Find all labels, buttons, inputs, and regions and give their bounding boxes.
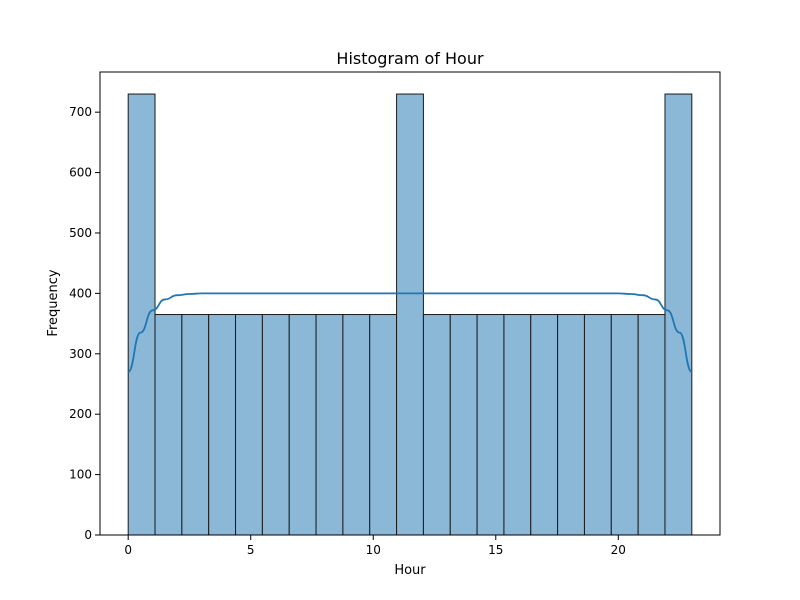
x-axis-ticks: 0 5 10 15 20	[124, 535, 626, 557]
y-axis-ticks: 0 100 200 300 400 500 600 700	[69, 105, 100, 542]
histogram-bar	[503, 314, 532, 536]
x-tick-label: 10	[366, 543, 381, 557]
chart-title: Histogram of Hour	[336, 49, 484, 68]
histogram-bar	[342, 314, 371, 536]
y-tick-label: 400	[69, 286, 92, 300]
histogram-bar	[476, 314, 505, 536]
histogram-bar	[530, 314, 559, 536]
x-tick-label: 5	[247, 543, 255, 557]
y-axis-label: Frequency	[46, 269, 61, 336]
histogram-bar	[235, 314, 263, 536]
histogram-bar	[315, 314, 344, 536]
histogram-bar	[396, 93, 424, 536]
histogram-bar	[154, 314, 183, 536]
histogram-bar	[127, 93, 156, 536]
y-tick-label: 200	[69, 407, 92, 421]
histogram-bar	[449, 314, 478, 536]
histogram-bar	[422, 314, 451, 536]
histogram-bar	[637, 314, 666, 536]
histogram-bar	[557, 314, 585, 536]
histogram-bar	[583, 314, 612, 536]
x-tick-label: 0	[124, 543, 132, 557]
y-tick-label: 300	[69, 347, 92, 361]
y-tick-label: 100	[69, 468, 92, 482]
x-axis-label: Hour	[394, 563, 426, 578]
histogram-bar	[261, 314, 290, 536]
histogram-bar	[208, 314, 237, 536]
x-tick-label: 15	[488, 543, 503, 557]
y-tick-label: 600	[69, 166, 92, 180]
histogram-bar	[288, 314, 317, 536]
histogram-bar	[664, 93, 693, 536]
histogram-bar	[369, 314, 398, 536]
y-tick-label: 0	[84, 528, 92, 542]
histogram-bar	[610, 314, 639, 536]
x-tick-label: 20	[611, 543, 626, 557]
histogram-bar	[181, 314, 210, 536]
bars-group	[127, 93, 693, 536]
plot-frame	[99, 71, 721, 536]
y-tick-label: 700	[69, 105, 92, 119]
kde-curve	[127, 292, 693, 373]
y-tick-label: 500	[69, 226, 92, 240]
